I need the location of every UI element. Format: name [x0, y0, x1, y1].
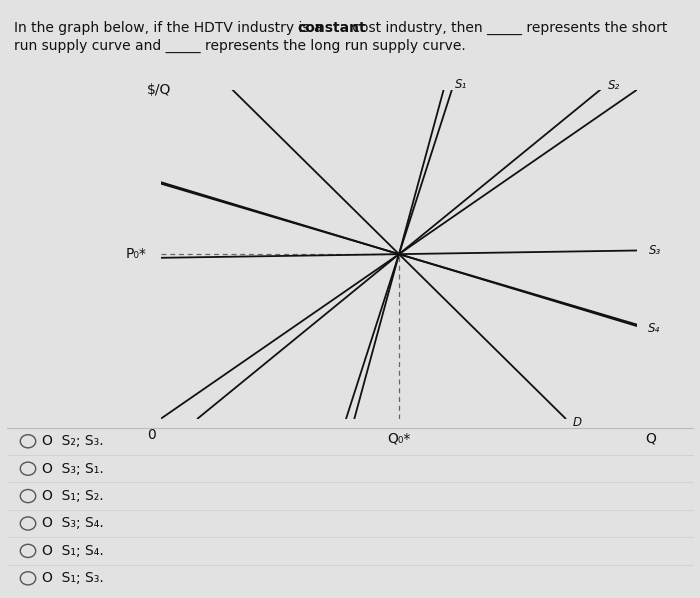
- Text: O  S₃; S₄.: O S₃; S₄.: [42, 517, 104, 530]
- Text: O  S₂; S₃.: O S₂; S₃.: [42, 434, 104, 448]
- Text: P₀*: P₀*: [126, 247, 147, 261]
- Text: In the graph below, if the HDTV industry is a: In the graph below, if the HDTV industry…: [14, 21, 327, 35]
- Text: cost industry, then _____ represents the short: cost industry, then _____ represents the…: [348, 21, 667, 35]
- Text: constant: constant: [298, 21, 366, 35]
- Text: D: D: [573, 416, 582, 429]
- Text: 0: 0: [147, 428, 156, 443]
- Text: Q₀*: Q₀*: [387, 432, 411, 446]
- Text: S₃: S₃: [649, 244, 661, 257]
- Text: O  S₁; S₂.: O S₁; S₂.: [42, 489, 104, 503]
- Text: S₁: S₁: [454, 78, 467, 91]
- Text: S₂: S₂: [608, 80, 620, 93]
- Text: run supply curve and _____ represents the long run supply curve.: run supply curve and _____ represents th…: [14, 39, 466, 53]
- Text: S₄: S₄: [648, 322, 660, 334]
- Text: O  S₁; S₄.: O S₁; S₄.: [42, 544, 104, 558]
- Text: Q: Q: [645, 432, 656, 446]
- Text: O  S₃; S₁.: O S₃; S₁.: [42, 462, 104, 475]
- Text: O  S₁; S₃.: O S₁; S₃.: [42, 571, 104, 585]
- Text: $/Q: $/Q: [147, 83, 171, 97]
